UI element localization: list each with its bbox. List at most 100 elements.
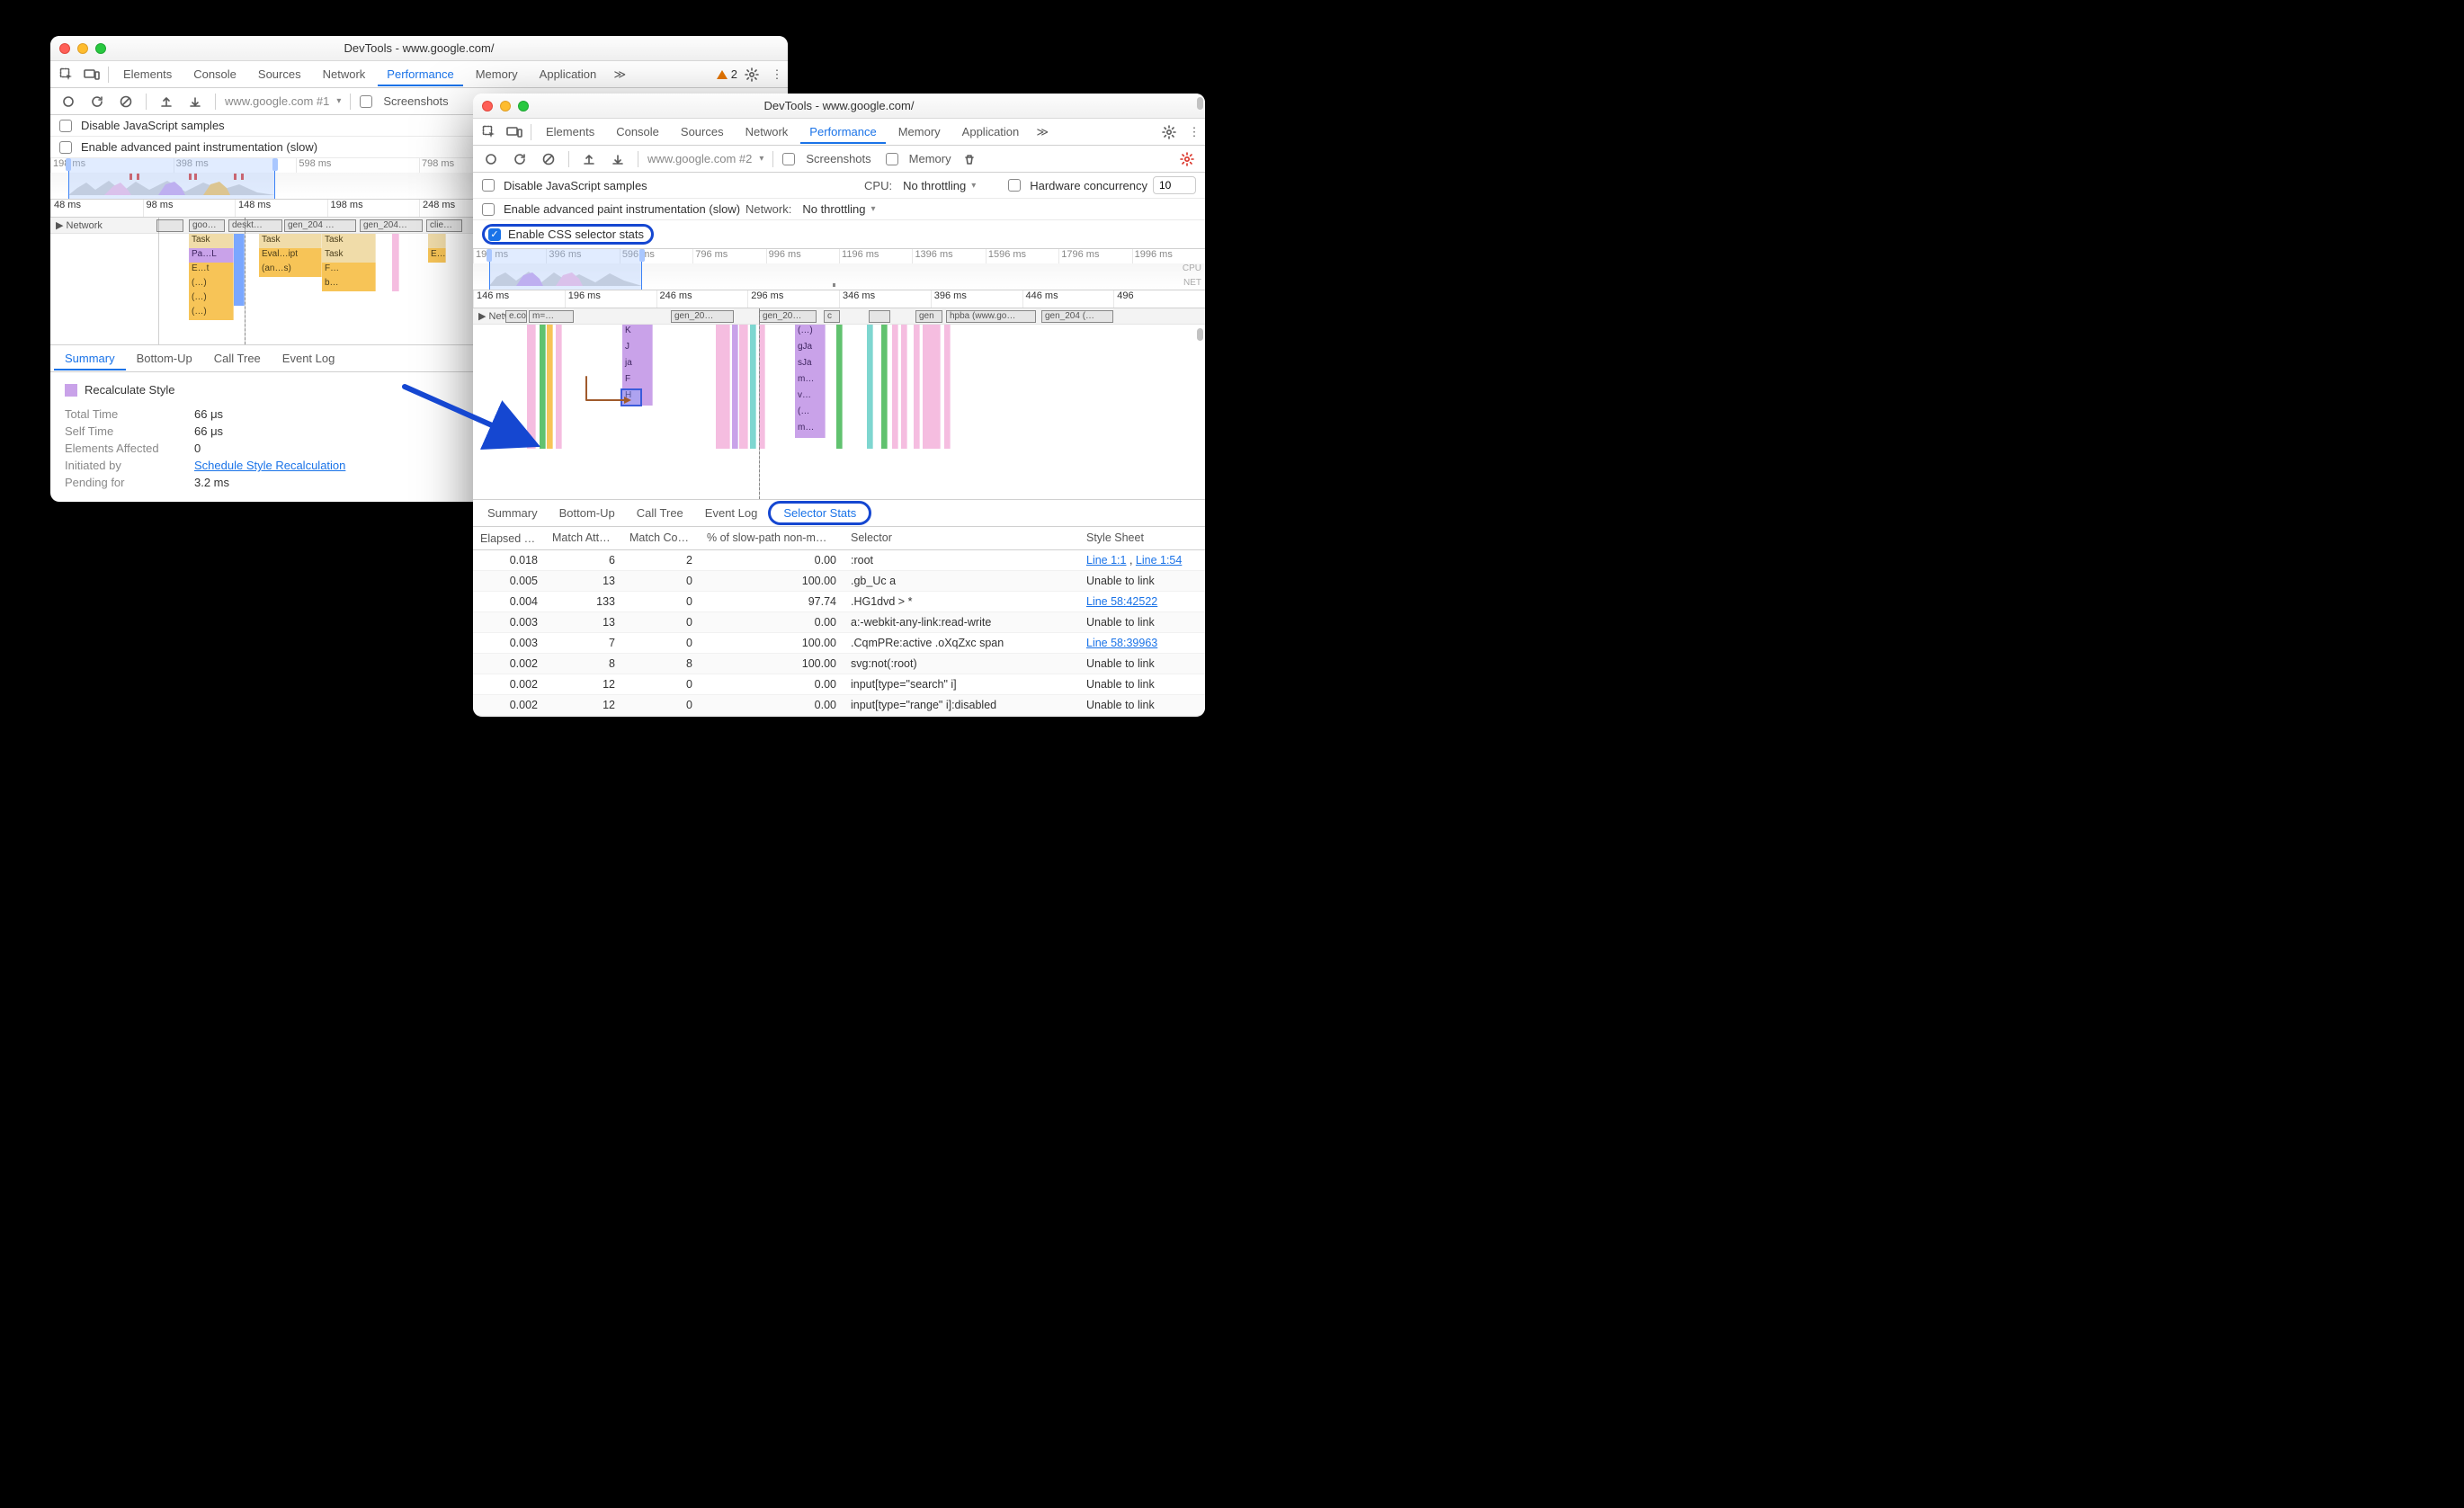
more-tabs-icon[interactable]: ≫ [1031,121,1053,143]
flame-block[interactable]: (an…s) [259,263,322,277]
flame-block[interactable]: (…) [189,291,234,306]
column-header[interactable]: % of slow-path non-m… [700,527,844,550]
css-stats-label[interactable]: Enable CSS selector stats [508,228,644,241]
flame-column[interactable] [547,325,553,449]
flame-column[interactable] [540,325,546,449]
flame-block[interactable] [234,234,245,306]
column-header[interactable]: Elapsed …▾ [473,527,545,550]
cpu-value[interactable]: No throttling [903,179,966,192]
tab-performance[interactable]: Performance [800,120,885,144]
flame-column[interactable] [556,325,562,449]
flame-chart[interactable]: ▶ Network e.comm=…gen_20…gen_20…cgenhpba… [473,308,1205,500]
column-header[interactable]: Style Sheet [1079,527,1205,550]
table-row[interactable]: 0.0031300.00a:-webkit-any-link:read-writ… [473,611,1205,632]
gc-icon[interactable] [959,148,980,170]
net-request[interactable]: gen_20… [671,310,734,323]
column-header[interactable]: Match Att… [545,527,622,550]
table-row[interactable]: 0.002200.00img:is([sizes="auto" i], [siz… [473,715,1205,717]
summary-value[interactable]: Schedule Style Recalculation [194,459,345,472]
clear-icon[interactable] [538,148,559,170]
flame-block[interactable]: v… [795,389,826,406]
flame-block[interactable]: (…) [189,277,234,291]
flame-block[interactable]: gJa [795,341,826,357]
flame-block[interactable]: m… [795,422,826,438]
dtab-eventlog[interactable]: Event Log [272,346,346,370]
flame-block[interactable] [428,234,446,248]
flame-column[interactable] [914,325,920,449]
net-request[interactable]: gen_20… [759,310,817,323]
flame-scrollbar[interactable] [1197,328,1203,341]
net-request[interactable]: m=… [529,310,574,323]
minimize-icon[interactable] [77,43,88,54]
net-request[interactable]: c [824,310,840,323]
upload-profile-icon[interactable] [156,91,177,112]
record-icon[interactable] [480,148,502,170]
stylesheet-link[interactable]: Line 1:54 [1136,554,1182,567]
flame-column[interactable] [836,325,843,449]
column-header[interactable]: Selector [844,527,1079,550]
dtab-calltree[interactable]: Call Tree [203,346,272,370]
flame-column[interactable] [901,325,907,449]
table-row[interactable]: 0.005130100.00.gb_Uc aUnable to link [473,570,1205,591]
flame-block[interactable]: J [622,341,653,357]
flame-block[interactable]: Task [322,234,376,248]
flame-block[interactable]: (…) [189,306,234,320]
disable-js-checkbox[interactable] [482,179,495,192]
flame-block[interactable]: E…t [189,263,234,277]
record-icon[interactable] [58,91,79,112]
dtab-eventlog[interactable]: Event Log [694,501,769,525]
css-stats-checkbox[interactable] [488,228,501,241]
flame-block[interactable]: Task [322,248,376,263]
tab-application[interactable]: Application [953,120,1029,144]
net-request[interactable]: gen_204 … [284,219,356,232]
settings-icon[interactable] [1158,121,1180,143]
table-row[interactable]: 0.00288100.00svg:not(:root)Unable to lin… [473,653,1205,674]
zoom-icon[interactable] [518,101,529,112]
advanced-paint-label[interactable]: Enable advanced paint instrumentation (s… [81,140,317,154]
dtab-selector-stats[interactable]: Selector Stats [768,501,871,525]
net-request[interactable]: hpba (www.go… [946,310,1036,323]
net-request[interactable] [156,219,183,232]
table-row[interactable]: 0.004133097.74.HG1dvd > *Line 58:42522 [473,591,1205,611]
column-header[interactable]: Match Co… [622,527,700,550]
inspect-icon[interactable] [478,121,500,143]
tab-console[interactable]: Console [607,120,668,144]
issues-indicator[interactable]: 2 [717,67,737,81]
net-request[interactable]: gen_204… [360,219,423,232]
flame-block[interactable]: ja [622,357,653,373]
table-row[interactable]: 0.00370100.00.CqmPRe:active .oXqZxc span… [473,632,1205,653]
flame-column[interactable] [923,325,941,449]
table-row[interactable]: 0.0021200.00input[type="search" i]Unable… [473,674,1205,694]
flame-column[interactable] [892,325,898,449]
table-row[interactable]: 0.018620.00:rootLine 1:1 , Line 1:54 [473,549,1205,570]
network-lane-label[interactable]: ▶ Network [50,219,103,231]
tab-application[interactable]: Application [531,62,606,86]
flame-block[interactable]: F… [322,263,376,277]
inspect-icon[interactable] [56,64,77,85]
flame-column[interactable] [944,325,951,449]
flame-block[interactable]: K [622,325,653,341]
net-request[interactable]: e.com [505,310,527,323]
chevron-down-icon[interactable]: ▾ [870,204,875,214]
kebab-menu-icon[interactable]: ⋮ [1183,121,1205,143]
profile-name[interactable]: www.google.com #2 [647,152,752,165]
net-request[interactable] [869,310,890,323]
disable-js-checkbox[interactable] [59,120,72,132]
tab-console[interactable]: Console [184,62,246,86]
flame-column[interactable] [739,325,748,449]
close-icon[interactable] [482,101,493,112]
tab-elements[interactable]: Elements [114,62,181,86]
tab-sources[interactable]: Sources [249,62,310,86]
flame-block[interactable]: sJa [795,357,826,373]
advanced-paint-checkbox[interactable] [59,141,72,154]
zoom-icon[interactable] [95,43,106,54]
tab-elements[interactable]: Elements [537,120,603,144]
flame-column[interactable] [881,325,888,449]
capture-settings-icon[interactable] [1176,148,1198,170]
flame-column[interactable] [527,325,536,449]
flame-column[interactable] [759,325,765,449]
net-request[interactable]: gen [915,310,942,323]
chevron-down-icon[interactable]: ▾ [336,96,341,106]
screenshots-checkbox[interactable] [360,95,372,108]
device-toggle-icon[interactable] [504,121,525,143]
